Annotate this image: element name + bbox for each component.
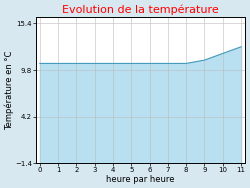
Title: Evolution de la température: Evolution de la température — [62, 4, 219, 15]
Y-axis label: Température en °C: Température en °C — [4, 50, 14, 130]
X-axis label: heure par heure: heure par heure — [106, 175, 175, 184]
